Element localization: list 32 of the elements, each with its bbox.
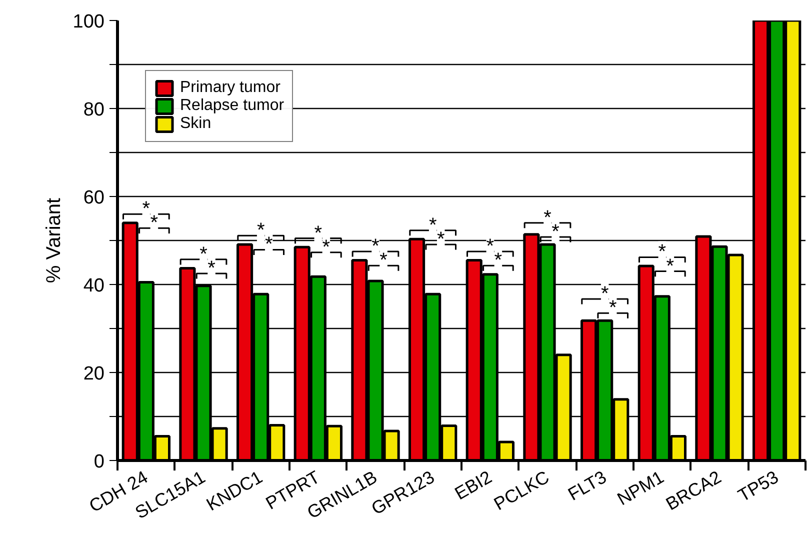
- annotation: *: [486, 236, 494, 258]
- annotation: *: [658, 241, 666, 264]
- x-tick-label: FLT3: [564, 466, 610, 504]
- annotation: *: [372, 236, 380, 258]
- annotation: *: [264, 234, 273, 256]
- annotation: *: [314, 222, 322, 244]
- annotation: *: [208, 258, 216, 280]
- annotation: *: [142, 198, 150, 220]
- annotation: *: [380, 250, 388, 272]
- y-tick-label: 20: [83, 364, 105, 384]
- y-tick-label: 100: [72, 12, 104, 32]
- annotation: *: [552, 220, 560, 243]
- y-axis-title: % Variant: [42, 197, 65, 284]
- annotation: *: [600, 283, 609, 306]
- x-tick-label: TP53: [734, 466, 782, 506]
- annotation: *: [322, 236, 330, 258]
- annotation: *: [608, 297, 617, 320]
- annotation: *: [494, 250, 502, 272]
- annotation: *: [666, 255, 674, 278]
- y-tick-label: 40: [83, 276, 105, 296]
- y-tick-label: 0: [94, 452, 105, 472]
- legend-label: Relapse tumor: [180, 97, 284, 115]
- annotation: *: [200, 243, 208, 266]
- y-tick-label: 60: [83, 188, 105, 208]
- annotation: *: [150, 212, 158, 234]
- annotation: *: [436, 228, 445, 250]
- legend-label: Primary tumor: [180, 79, 280, 97]
- annotation: *: [256, 220, 265, 242]
- legend-label: Skin: [180, 115, 212, 133]
- annotation: *: [544, 206, 552, 229]
- annotation: *: [428, 214, 437, 236]
- y-tick-label: 80: [83, 100, 105, 120]
